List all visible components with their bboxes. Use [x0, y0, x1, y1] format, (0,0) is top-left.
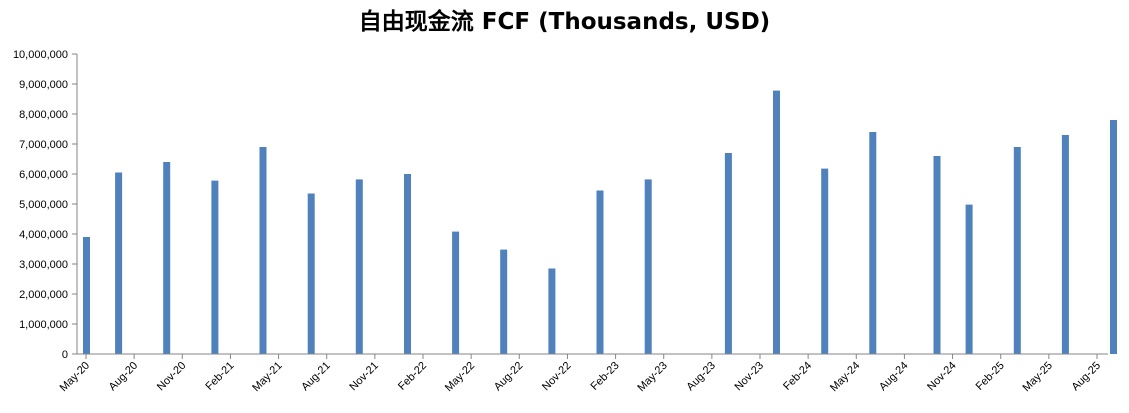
- bar-6: [355, 179, 363, 354]
- x-tick-label-8: May-22: [443, 360, 477, 394]
- y-tick-label-8: 8,000,000: [19, 109, 68, 121]
- y-tick-label-10: 10,000,000: [13, 49, 68, 61]
- y-tick-label-7: 7,000,000: [19, 139, 68, 151]
- bar-8: [452, 231, 460, 354]
- x-tick-label-20: May-25: [1021, 360, 1055, 394]
- x-tick-label-16: May-24: [828, 360, 862, 394]
- x-tick-label-4: May-21: [250, 360, 284, 394]
- x-tick-label-0: May-20: [58, 360, 92, 394]
- bar-3: [211, 180, 219, 354]
- x-tick-label-17: Aug-24: [877, 360, 911, 394]
- x-tick-label-11: Feb-23: [589, 360, 622, 393]
- x-tick-label-13: Aug-23: [684, 360, 718, 394]
- bar-11: [596, 190, 604, 354]
- y-tick-label-1: 1,000,000: [19, 319, 68, 331]
- x-tick-label-12: May-23: [635, 360, 669, 394]
- y-tick-label-3: 3,000,000: [19, 259, 68, 271]
- bar-16: [869, 132, 877, 354]
- x-tick-label-21: Aug-25: [1070, 360, 1104, 394]
- bar-0: [83, 237, 90, 354]
- x-tick-label-18: Nov-24: [925, 360, 959, 394]
- bar-18: [965, 204, 973, 354]
- y-tick-label-6: 6,000,000: [19, 169, 68, 181]
- x-tick-label-5: Aug-21: [299, 360, 333, 394]
- y-tick-label-2: 2,000,000: [19, 289, 68, 301]
- x-tick-label-15: Feb-24: [781, 360, 814, 393]
- x-tick-label-3: Feb-21: [203, 360, 236, 393]
- y-tick-label-4: 4,000,000: [19, 229, 68, 241]
- x-tick-label-1: Aug-20: [107, 360, 141, 394]
- bar-7: [404, 174, 411, 354]
- y-tick-label-9: 9,000,000: [19, 79, 68, 91]
- x-tick-label-19: Feb-25: [974, 360, 1007, 393]
- bar-5: [307, 193, 315, 354]
- x-tick-label-6: Nov-21: [347, 360, 381, 394]
- bar-13: [724, 153, 732, 354]
- x-tick-label-2: Nov-20: [155, 360, 189, 394]
- x-tick-label-14: Nov-23: [733, 360, 767, 394]
- bar-21: [1110, 120, 1117, 354]
- y-tick-label-5: 5,000,000: [19, 199, 68, 211]
- x-tick-label-10: Nov-22: [540, 360, 574, 394]
- bar-20: [1061, 135, 1069, 354]
- bar-4: [259, 147, 267, 354]
- bar-12: [644, 179, 652, 354]
- bar-1: [115, 172, 123, 354]
- bar-9: [500, 249, 508, 354]
- x-tick-label-9: Aug-22: [492, 360, 526, 394]
- x-tick-label-7: Feb-22: [396, 360, 429, 393]
- bar-14: [773, 90, 780, 354]
- bar-19: [1013, 147, 1021, 354]
- y-tick-label-0: 0: [62, 349, 68, 361]
- bar-15: [821, 168, 829, 354]
- bar-10: [548, 268, 556, 354]
- bar-2: [163, 162, 171, 354]
- bar-17: [933, 156, 941, 354]
- chart-title: 自由现金流 FCF (Thousands, USD): [358, 9, 771, 35]
